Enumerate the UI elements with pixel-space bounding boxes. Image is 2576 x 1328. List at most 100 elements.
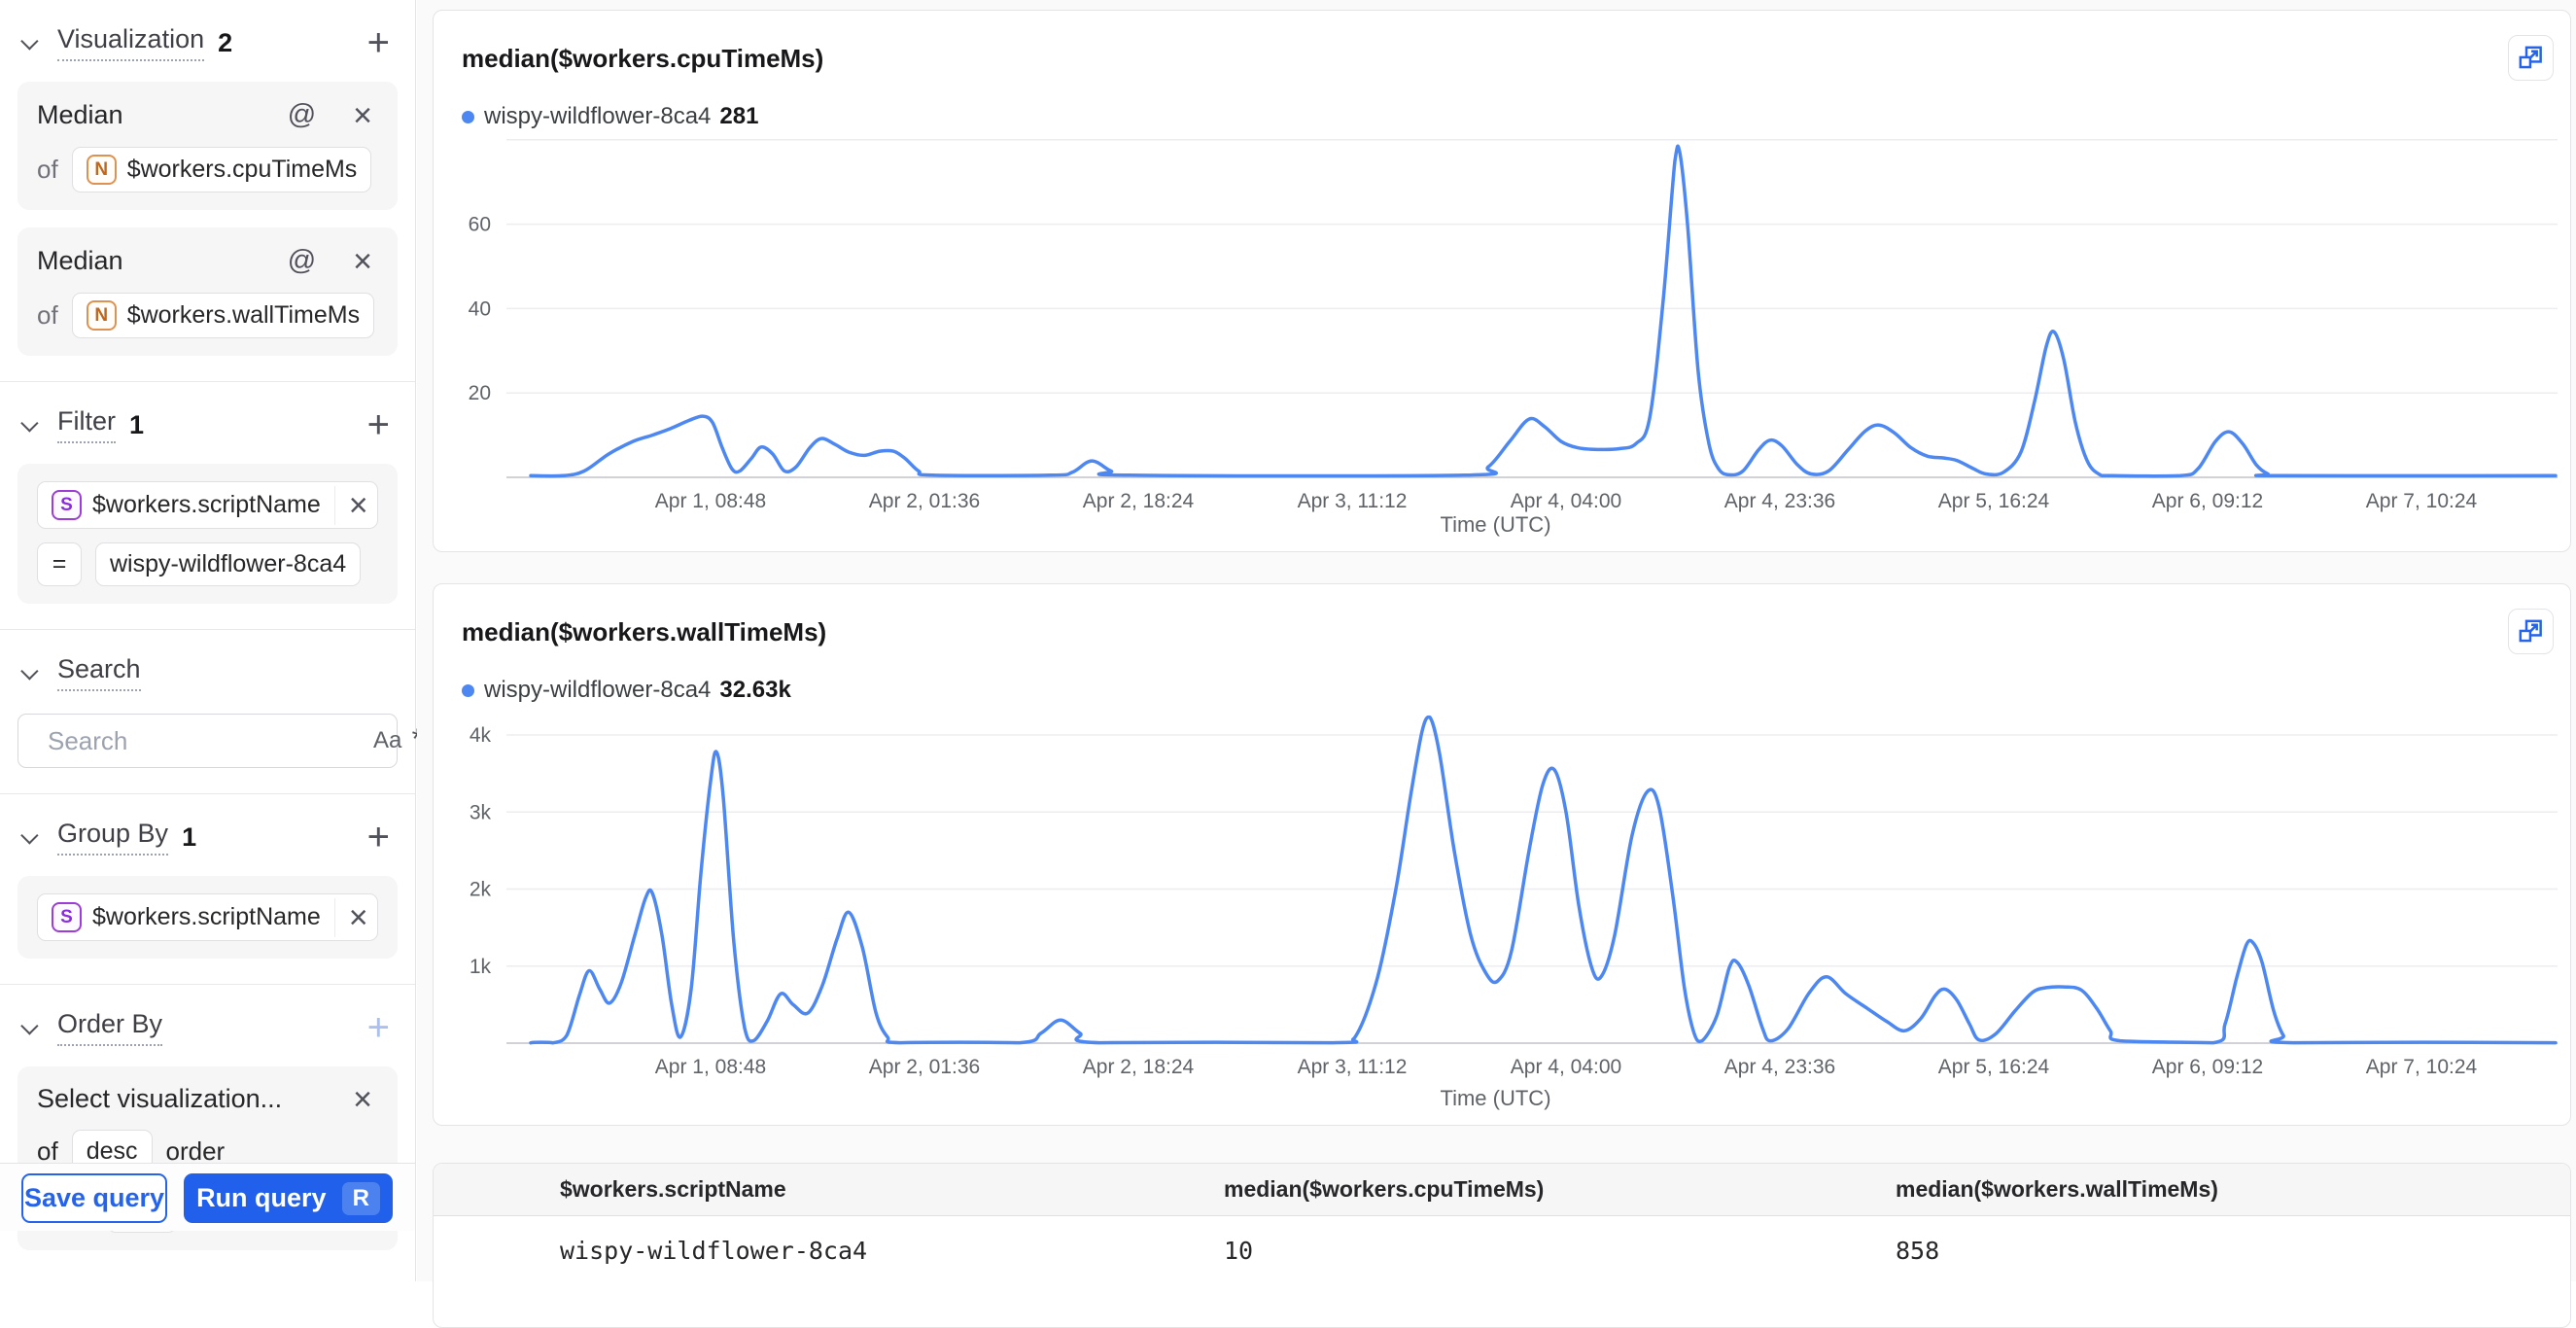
of-label: of — [37, 155, 58, 184]
run-query-label: Run query — [196, 1183, 327, 1212]
add-group-by-button[interactable]: + — [366, 816, 390, 858]
svg-text:4k: 4k — [470, 724, 492, 747]
search-section-title: Search — [57, 654, 141, 691]
numeric-type-icon: N — [86, 300, 117, 331]
group-by-section-title: Group By — [57, 819, 169, 856]
svg-text:Apr 2, 01:36: Apr 2, 01:36 — [869, 1056, 980, 1078]
svg-text:Apr 2, 18:24: Apr 2, 18:24 — [1083, 490, 1195, 512]
group-by-field-combo[interactable]: S $workers.scriptName × — [37, 893, 378, 941]
svg-text:Apr 7, 10:24: Apr 7, 10:24 — [2366, 490, 2478, 512]
remove-filter-icon[interactable]: × — [348, 486, 368, 524]
visualization-item-wall: Median @ × of N $workers.wallTimeMs — [17, 227, 398, 356]
filter-section: Filter 1 + S $workers.scriptName × = wis… — [0, 382, 415, 630]
chart-legend[interactable]: wispy-wildflower-8ca4 32.63k — [462, 677, 791, 704]
sidebar-footer: Save query Run query R — [0, 1163, 415, 1231]
cpu-time-line-chart: 20 40 60 Apr 1, 08:48 Apr 2, 01:36 Apr 2, 18:… — [469, 139, 2558, 512]
add-order-by-button[interactable]: + — [366, 1006, 390, 1049]
table-row[interactable]: wispy-wildflower-8ca4 10 858 — [434, 1216, 2570, 1284]
cell-script-name: wispy-wildflower-8ca4 — [560, 1236, 868, 1265]
table-header-row: $workers.scriptName median($workers.cpuT… — [434, 1164, 2570, 1216]
svg-text:20: 20 — [469, 382, 491, 404]
numeric-type-icon: N — [86, 155, 117, 185]
svg-text:Apr 3, 11:12: Apr 3, 11:12 — [1298, 490, 1408, 512]
field-chip-cpu[interactable]: N $workers.cpuTimeMs — [71, 147, 372, 192]
expand-chart-button[interactable] — [2508, 609, 2554, 654]
series-name: wispy-wildflower-8ca4 — [484, 103, 712, 129]
add-filter-button[interactable]: + — [366, 403, 390, 446]
group-by-section: Group By 1 + S $workers.scriptName × — [0, 794, 415, 985]
wall-time-line-chart: 1k 2k 3k 4k Apr 1, 08:48 Apr 2, 01:36 Apr 2, 1… — [470, 715, 2558, 1078]
svg-text:Apr 4, 23:36: Apr 4, 23:36 — [1724, 490, 1835, 512]
save-query-button[interactable]: Save query — [21, 1173, 167, 1223]
visualization-item-cpu: Median @ × of N $workers.cpuTimeMs — [17, 82, 398, 210]
results-table-card: $workers.scriptName median($workers.cpuT… — [433, 1163, 2571, 1328]
svg-text:60: 60 — [469, 214, 491, 236]
series-name: wispy-wildflower-8ca4 — [484, 677, 712, 703]
search-input[interactable] — [48, 725, 373, 756]
column-header-script-name[interactable]: $workers.scriptName — [560, 1176, 786, 1202]
cell-cpu-time: 10 — [1224, 1236, 1254, 1265]
order-by-section: Order By + Select visualization... × of … — [0, 985, 415, 1276]
remove-visualization-icon[interactable]: × — [353, 96, 372, 134]
match-case-icon[interactable]: Aa — [373, 727, 402, 753]
filter-value-chip[interactable]: wispy-wildflower-8ca4 — [95, 542, 362, 586]
chevron-down-icon[interactable] — [20, 661, 39, 681]
svg-text:Apr 1, 08:48: Apr 1, 08:48 — [655, 1056, 766, 1078]
wall-time-chart-card: median($workers.wallTimeMs) wispy-wildfl… — [433, 583, 2571, 1126]
field-chip-wall[interactable]: N $workers.wallTimeMs — [71, 293, 375, 338]
chart-title: median($workers.cpuTimeMs) — [462, 44, 824, 73]
visualization-section: Visualization 2 + Median @ × of N $worke… — [0, 0, 415, 382]
at-icon[interactable]: @ — [287, 245, 317, 276]
results-pane: median($workers.cpuTimeMs) wispy-wildflo… — [417, 0, 2576, 1328]
add-visualization-button[interactable]: + — [366, 21, 390, 64]
chart-title: median($workers.wallTimeMs) — [462, 617, 827, 647]
order-by-visualization-select[interactable]: Select visualization... — [37, 1084, 283, 1113]
series-dot-icon — [462, 110, 474, 123]
field-name: $workers.wallTimeMs — [126, 301, 361, 329]
series-value: 281 — [719, 103, 759, 129]
field-name: $workers.cpuTimeMs — [126, 156, 358, 183]
query-builder-sidebar: Visualization 2 + Median @ × of N $worke… — [0, 0, 434, 1281]
filter-section-title: Filter — [57, 406, 116, 443]
column-header-cpu-time[interactable]: median($workers.cpuTimeMs) — [1224, 1176, 1545, 1202]
chart-legend[interactable]: wispy-wildflower-8ca4 281 — [462, 103, 758, 130]
visualization-section-title: Visualization — [57, 24, 205, 61]
remove-group-by-icon[interactable]: × — [348, 898, 368, 936]
order-by-section-title: Order By — [57, 1009, 163, 1046]
series-value: 32.63k — [719, 677, 791, 703]
search-section: Search Aa * — [0, 630, 434, 794]
svg-text:Apr 5, 16:24: Apr 5, 16:24 — [1938, 490, 2050, 512]
expand-icon — [2519, 46, 2542, 69]
chevron-down-icon[interactable] — [20, 1016, 39, 1035]
remove-visualization-icon[interactable]: × — [353, 242, 372, 280]
at-icon[interactable]: @ — [287, 99, 317, 130]
svg-text:Apr 1, 08:48: Apr 1, 08:48 — [655, 490, 766, 512]
visualization-count: 2 — [218, 27, 233, 57]
svg-text:1k: 1k — [470, 956, 492, 978]
cpu-time-chart-card: median($workers.cpuTimeMs) wispy-wildflo… — [433, 10, 2571, 552]
filter-field-combo[interactable]: S $workers.scriptName × — [37, 481, 378, 529]
svg-text:2k: 2k — [470, 879, 492, 901]
chevron-down-icon[interactable] — [20, 413, 39, 433]
svg-text:Apr 2, 01:36: Apr 2, 01:36 — [869, 490, 980, 512]
group-by-field-name: $workers.scriptName — [92, 903, 321, 930]
chevron-down-icon[interactable] — [20, 825, 39, 845]
cell-wall-time: 858 — [1896, 1236, 1940, 1265]
svg-text:Apr 5, 16:24: Apr 5, 16:24 — [1938, 1056, 2050, 1078]
search-box: Aa * — [17, 714, 434, 768]
remove-order-by-icon[interactable]: × — [353, 1080, 372, 1118]
aggregation-label[interactable]: Median — [37, 246, 123, 275]
run-query-button[interactable]: Run query R — [184, 1173, 393, 1223]
expand-icon — [2519, 619, 2542, 643]
aggregation-label[interactable]: Median — [37, 100, 123, 129]
filter-item: S $workers.scriptName × = wispy-wildflow… — [17, 464, 398, 604]
svg-text:Apr 4, 04:00: Apr 4, 04:00 — [1511, 1056, 1621, 1078]
expand-chart-button[interactable] — [2508, 35, 2554, 81]
svg-text:40: 40 — [469, 297, 491, 320]
svg-text:Apr 3, 11:12: Apr 3, 11:12 — [1298, 1056, 1408, 1078]
filter-operator-chip[interactable]: = — [37, 542, 82, 586]
column-header-wall-time[interactable]: median($workers.wallTimeMs) — [1896, 1176, 2218, 1202]
string-type-icon: S — [52, 902, 82, 932]
chevron-down-icon[interactable] — [20, 31, 39, 51]
svg-text:Apr 4, 23:36: Apr 4, 23:36 — [1724, 1056, 1835, 1078]
